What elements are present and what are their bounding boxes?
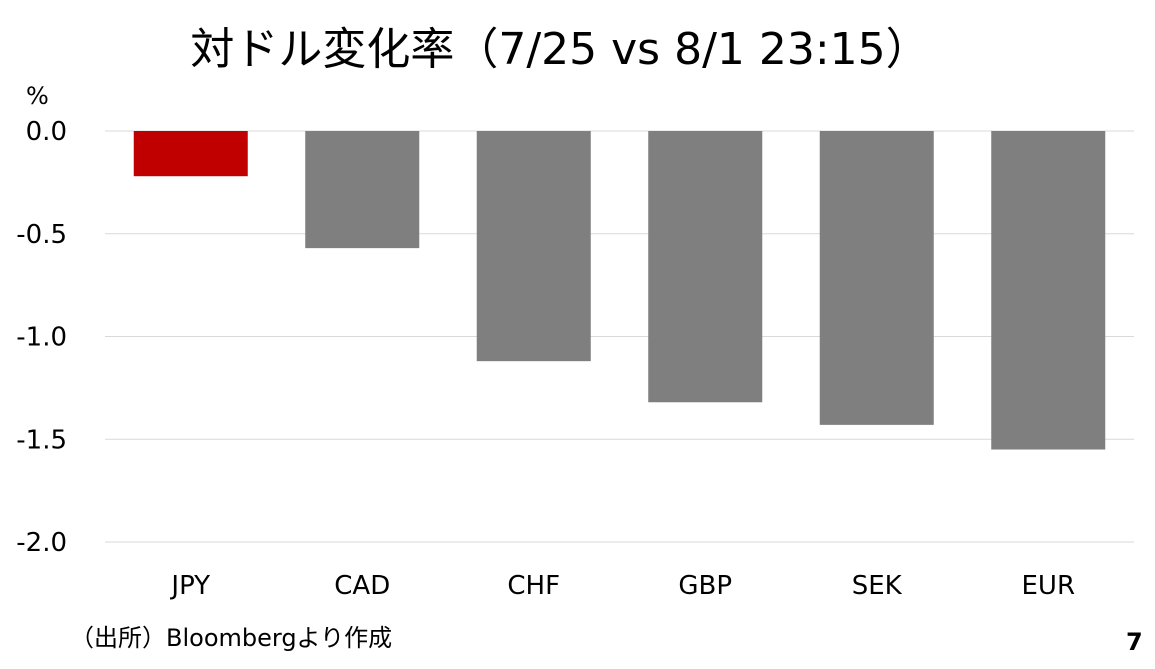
x-tick-label: CAD	[334, 571, 390, 601]
x-tick-label: EUR	[1021, 571, 1075, 601]
y-tick-label: -1.5	[16, 425, 67, 455]
bar-cad	[305, 131, 420, 249]
y-tick-label: -0.5	[16, 220, 67, 250]
y-tick-label: -2.0	[16, 528, 67, 558]
x-tick-label: CHF	[507, 571, 560, 601]
source-note: （出所）Bloombergより作成	[70, 624, 393, 652]
bar-jpy	[133, 131, 248, 177]
y-axis-ticks: 0.0 -0.5 -1.0 -1.5 -2.0	[16, 117, 67, 558]
gridlines	[105, 130, 1134, 543]
y-axis-unit-label: %	[26, 82, 49, 110]
x-tick-label: GBP	[678, 571, 732, 601]
bar-eur	[991, 131, 1106, 450]
y-tick-label: 0.0	[26, 117, 67, 147]
bars	[133, 131, 1106, 450]
x-tick-label: SEK	[852, 571, 903, 601]
x-axis-ticks: JPY CAD CHF GBP SEK EUR	[169, 571, 1075, 601]
bar-chf	[476, 131, 591, 362]
x-tick-label: JPY	[169, 571, 210, 601]
chart-title: 対ドル変化率（7/25 vs 8/1 23:15）	[190, 24, 930, 75]
bar-gbp	[648, 131, 763, 403]
page-number: 7	[1126, 628, 1143, 656]
y-tick-label: -1.0	[16, 323, 67, 353]
bar-sek	[819, 131, 934, 425]
